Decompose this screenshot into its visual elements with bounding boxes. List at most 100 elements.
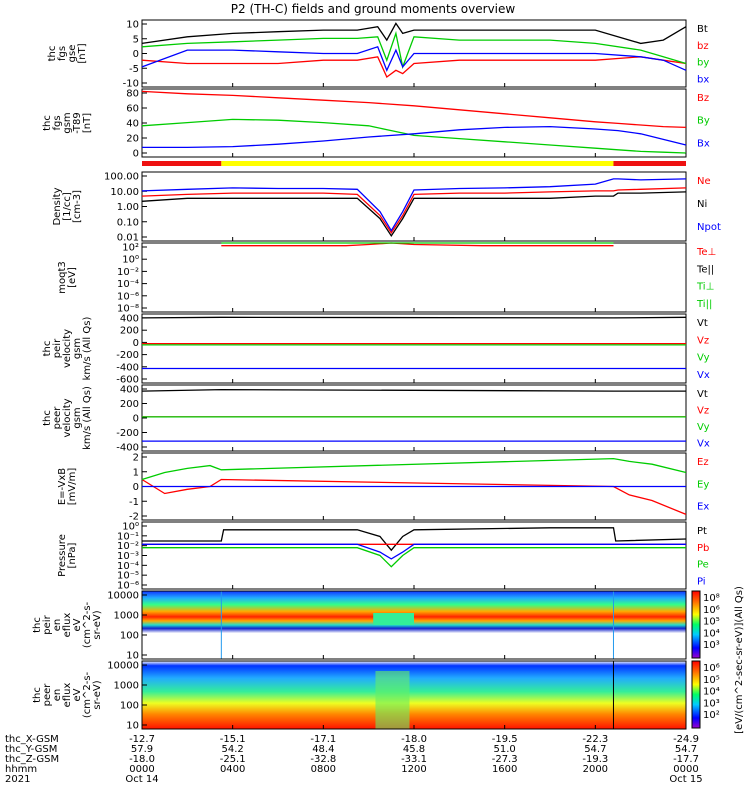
- y-axis-label: thc: [47, 46, 58, 62]
- y-tick-label: 10.00: [110, 187, 139, 198]
- y-tick-label: 1.00: [117, 202, 139, 213]
- colorbar-tick: 10²: [703, 710, 720, 721]
- y-tick-label: 10⁻¹: [117, 531, 139, 542]
- y-tick-label: 10⁻⁴: [117, 561, 139, 572]
- y-tick-label: 0.10: [117, 217, 139, 228]
- y-axis-label: peir: [52, 338, 63, 358]
- legend-entry: Bt: [697, 24, 708, 35]
- series-Ez: [141, 478, 687, 516]
- panel-peer_vel: 400 200 0 -200 -400 thc peer velocity gsm km/s (A…: [42, 384, 710, 454]
- y-tick-label: 10: [126, 651, 139, 662]
- series-Bt: [141, 22, 687, 45]
- y-tick-label: 80: [126, 89, 139, 100]
- series-Ey: [141, 457, 687, 481]
- y-tick-label: 40: [126, 119, 139, 130]
- y-axis-label: km/s (All Qs): [82, 386, 93, 450]
- x-axis-value: 0800: [311, 764, 336, 775]
- mode-bar: [142, 161, 686, 166]
- legend-entry: Ti⊥: [696, 282, 714, 293]
- legend-entry: Vx: [697, 439, 710, 450]
- x-axis-value: Oct 15: [669, 774, 702, 785]
- legend-entry: Te||: [696, 264, 714, 275]
- y-tick-label: -400: [116, 362, 139, 373]
- y-axis-label: thc: [42, 115, 53, 131]
- mode-bar-segment: [613, 161, 686, 166]
- x-axis-value: 54.2: [222, 744, 244, 755]
- y-tick-label: 10000: [107, 591, 139, 602]
- series-Pi: [142, 543, 686, 560]
- y-tick-label: 5: [133, 34, 139, 45]
- legend-entry: Ey: [697, 479, 709, 490]
- legend-entry: Ni: [697, 199, 707, 210]
- x-axis-value: 0000: [129, 764, 154, 775]
- y-tick-label: 60: [126, 104, 139, 115]
- colorbar-tick: 10⁵: [703, 675, 720, 686]
- x-axis-row-label: 2021: [5, 774, 30, 785]
- y-axis-label: fgs: [57, 46, 68, 61]
- legend-entry: by: [697, 58, 709, 69]
- y-tick-label: 0.01: [117, 233, 139, 244]
- x-axis-value: -25.1: [220, 754, 246, 765]
- series-Pe: [142, 547, 686, 568]
- y-tick-label: 2: [133, 453, 139, 464]
- y-tick-label: -600: [116, 375, 139, 386]
- y-axis-label: thc: [42, 410, 53, 426]
- colorbar-tick: 10⁶: [703, 663, 720, 674]
- legend-entry: Vx: [697, 370, 710, 381]
- legend-entry: Bx: [697, 138, 710, 149]
- legend-entry: Vz: [697, 335, 709, 346]
- y-tick-label: 200: [120, 326, 139, 337]
- y-axis-label: velocity: [62, 398, 73, 437]
- x-axis-value: -17.1: [310, 734, 336, 745]
- legend-entry: Bz: [697, 93, 709, 104]
- x-axis-value: -27.3: [492, 754, 518, 765]
- legend-entry: Te⊥: [696, 247, 716, 258]
- x-axis-row-label: thc_Y-GSM: [5, 744, 57, 755]
- colorbar-tick: 10⁵: [703, 617, 720, 628]
- y-tick-label: 100: [120, 701, 139, 712]
- y-tick-label: 400: [120, 385, 139, 396]
- spectrogram-peer: [142, 661, 686, 729]
- y-axis-label: thc: [42, 341, 53, 357]
- x-axis-value: -19.3: [582, 754, 608, 765]
- panel-frame: [141, 242, 687, 313]
- series-bz: [141, 56, 687, 79]
- panel-peer_eflux: 10000 1000 100 10 thc peer en eflux eV (cm^2-s-sr…: [32, 660, 687, 732]
- y-axis-label: E=-VxB: [57, 468, 68, 505]
- colorbar-tick: 10⁴: [703, 687, 720, 698]
- x-axis-value: -17.7: [673, 754, 699, 765]
- y-tick-label: 10⁰: [122, 522, 139, 533]
- y-axis-label: Density: [52, 187, 63, 225]
- panel-fgs_gse: 10 5 0 -5 -10 thc fgs gse [nT] Bt bz by bx: [47, 19, 709, 90]
- x-axis-value: -24.9: [673, 734, 699, 745]
- y-tick-label: 10⁻⁶: [117, 581, 139, 592]
- y-axis-label: -T89: [72, 112, 83, 134]
- x-axis-value: -18.0: [129, 754, 155, 765]
- colorbar-label: [eV/(cm^2-sec-sr-eV)](All Qs): [734, 586, 745, 734]
- y-tick-label: 100.00: [104, 172, 139, 183]
- x-axis-value: 48.4: [312, 744, 334, 755]
- chart-title: P2 (TH-C) fields and ground moments over…: [231, 2, 516, 16]
- legend-entry: Vt: [697, 318, 708, 329]
- panel-density: 100.00 10.00 1.00 0.10 0.01 Density [1/cc] [cm-…: [52, 171, 721, 244]
- legend-entry: Pb: [697, 543, 709, 554]
- y-axis-label: fgs: [52, 115, 63, 130]
- series-Vt: [141, 316, 687, 319]
- legend-entry: Pe: [697, 560, 709, 571]
- y-axis-label: [1/cc]: [62, 192, 73, 221]
- y-axis-label: thc: [32, 687, 43, 703]
- legend-entry: Ne: [697, 176, 711, 187]
- x-axis-value: -33.1: [401, 754, 427, 765]
- y-axis-label: [mV/m]: [67, 468, 78, 506]
- y-tick-label: 10: [126, 721, 139, 732]
- y-tick-label: 20: [126, 134, 139, 145]
- colorbar: [691, 590, 701, 659]
- y-tick-label: -5: [129, 64, 139, 75]
- y-axis-label: [cm-3]: [72, 190, 83, 223]
- x-axis-value: 1200: [401, 764, 426, 775]
- panel-frame: [141, 171, 687, 242]
- x-axis-value: 51.0: [494, 744, 516, 755]
- colorbar: [691, 660, 701, 729]
